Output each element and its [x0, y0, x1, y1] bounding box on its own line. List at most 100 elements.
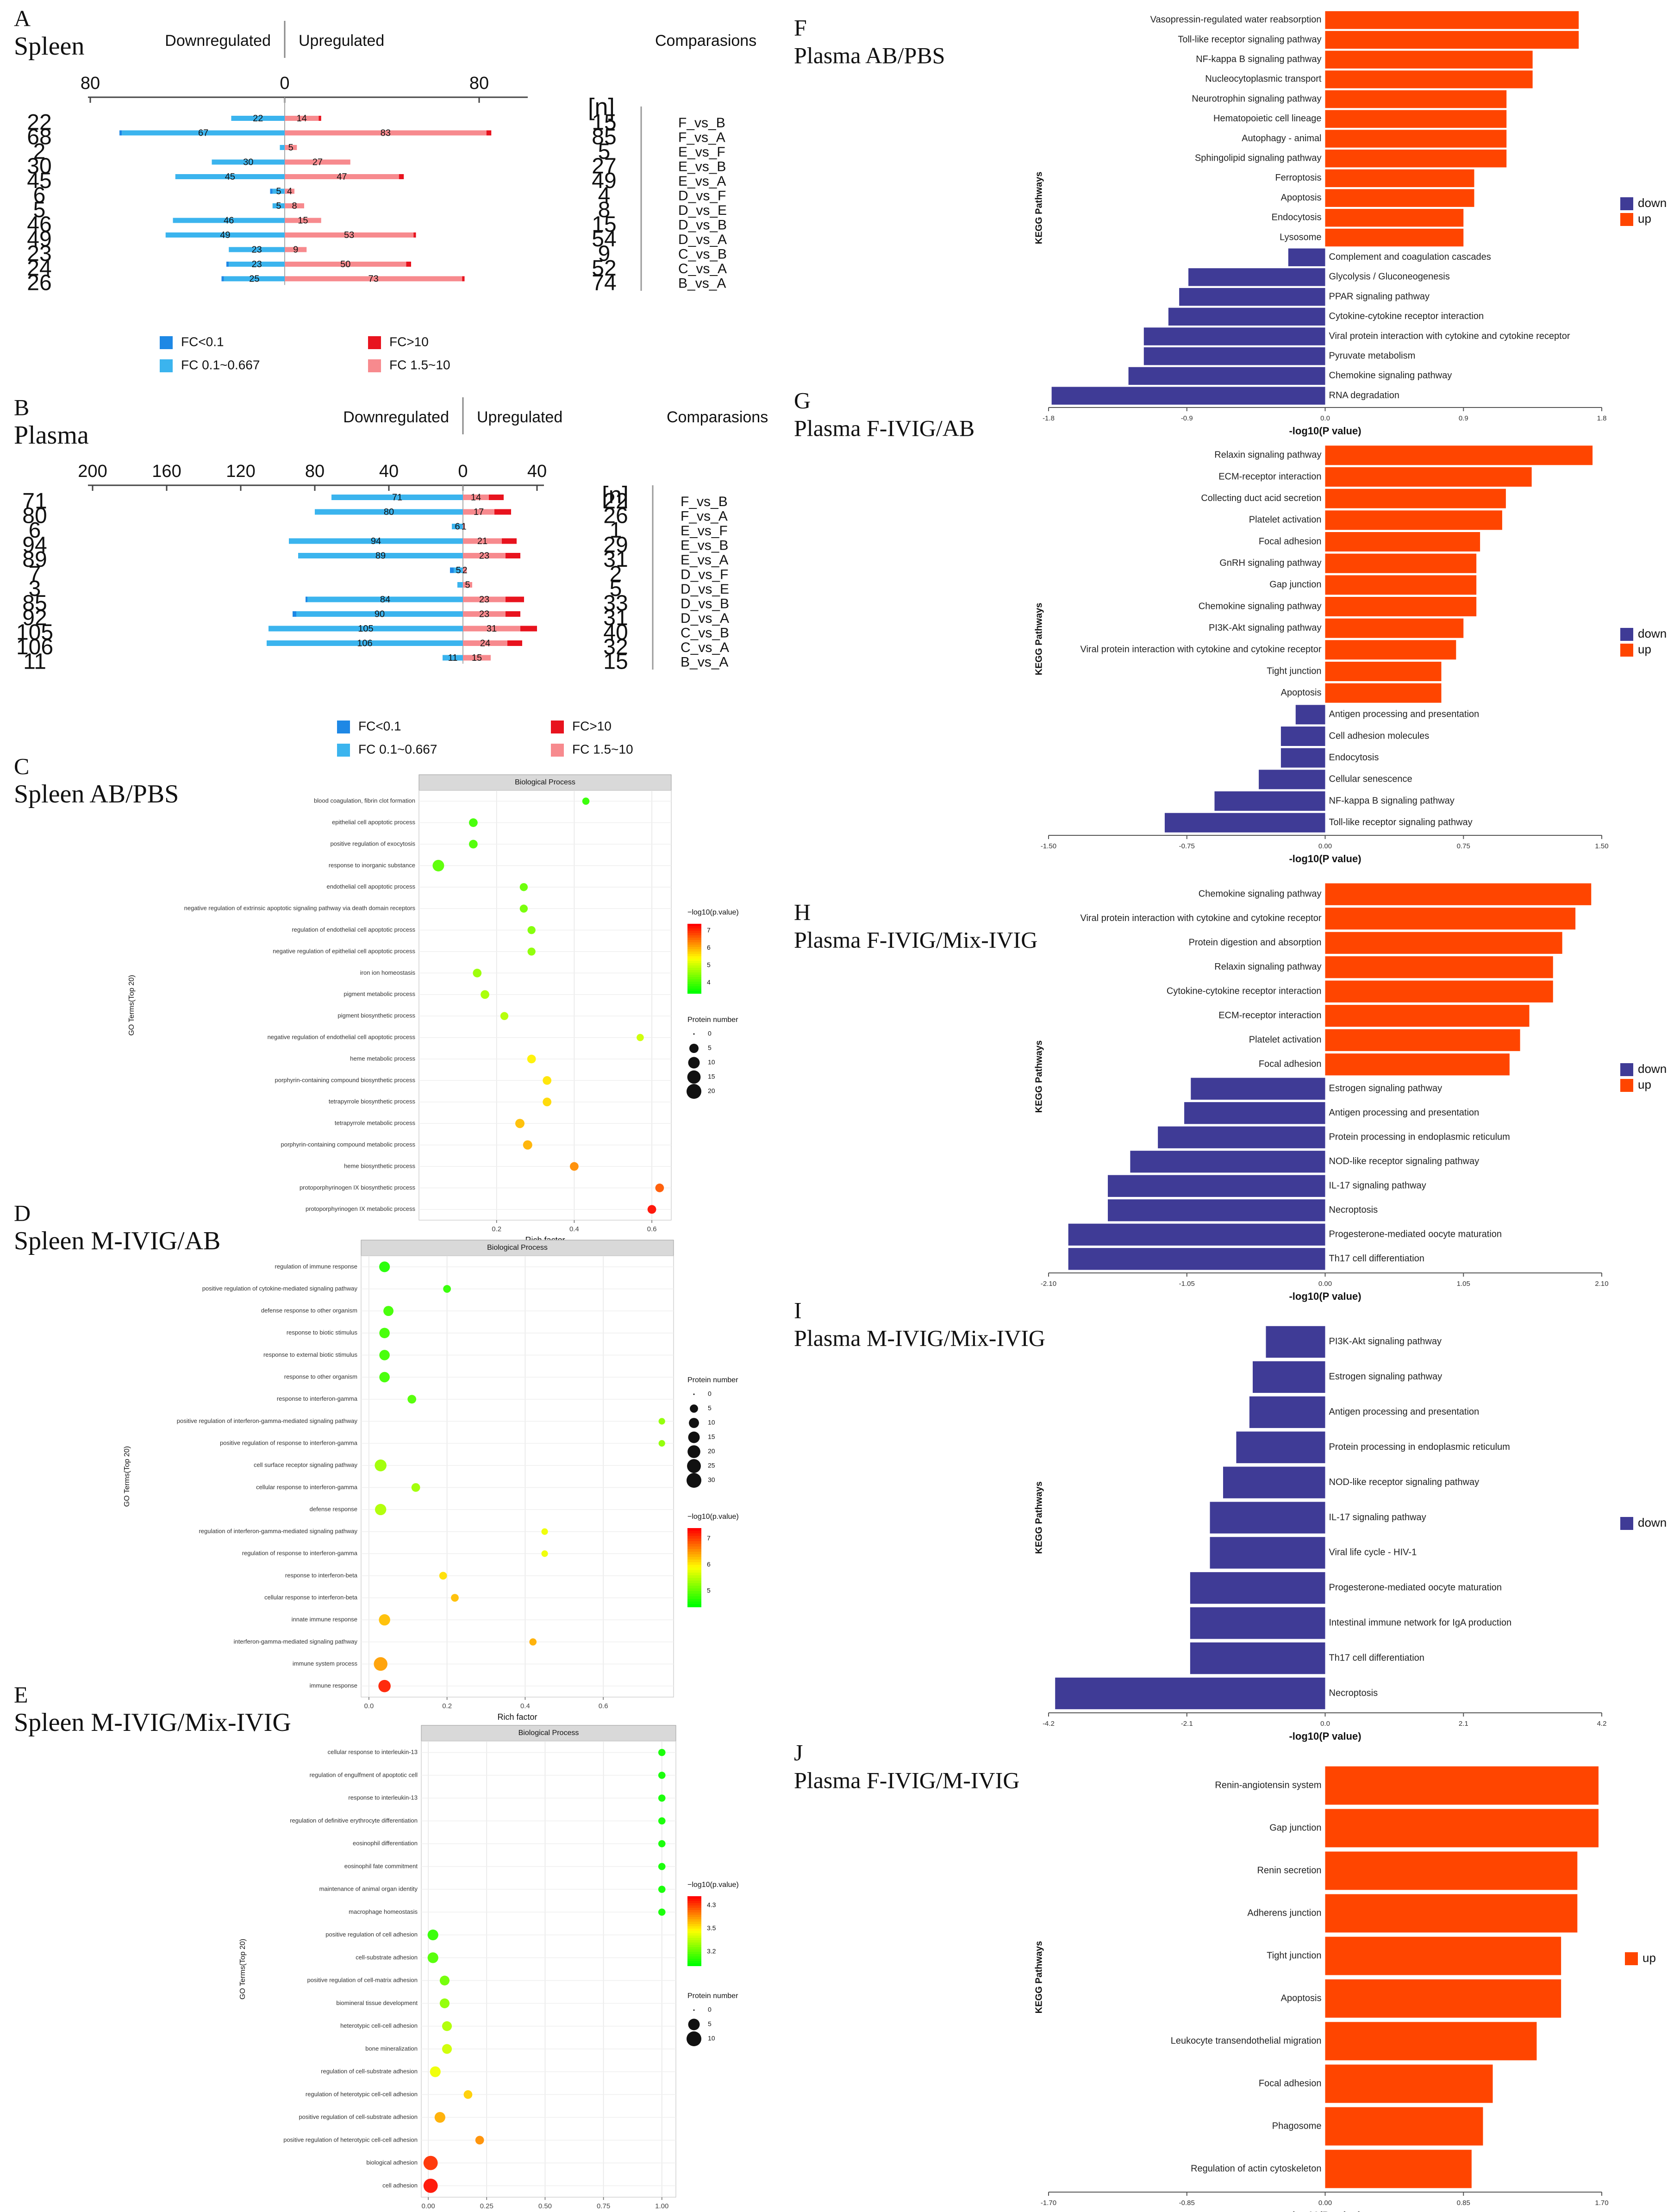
- pathway-label: Focal adhesion: [1259, 536, 1322, 546]
- size-legend-label: 20: [708, 1087, 715, 1095]
- go-term-label: positive regulation of exocytosis: [330, 840, 415, 847]
- left-count: 5: [33, 198, 46, 222]
- up-bar-fc-gt-10: [502, 538, 517, 544]
- term-bubble: [658, 1886, 666, 1893]
- up-bar-fc-1.5-10: [463, 538, 502, 544]
- up-pathway-bar: [1325, 640, 1456, 660]
- term-bubble: [658, 1863, 666, 1870]
- left-count: 80: [22, 503, 47, 528]
- legend-swatch: [368, 359, 381, 372]
- up-bar-label: 23: [479, 609, 489, 619]
- size-legend-dot: [688, 2018, 700, 2030]
- pathway-label: Autophagy - animal: [1242, 133, 1321, 144]
- up-bar-label: 15: [472, 653, 482, 663]
- up-bar-fc-gt-10: [520, 626, 537, 632]
- panel-letter: A: [14, 5, 31, 31]
- legend-label: FC>10: [572, 719, 612, 733]
- term-bubble: [439, 1572, 447, 1580]
- colorbar-step: [687, 1593, 701, 1597]
- colorbar-step: [687, 1945, 701, 1948]
- pathway-label: NOD-like receptor signaling pathway: [1329, 1156, 1480, 1166]
- up-pathway-bar: [1325, 1936, 1561, 1975]
- pathway-label: GnRH signaling pathway: [1219, 558, 1321, 568]
- comparison-label: D_vs_E: [681, 582, 729, 597]
- up-bar-fc-gt-10: [489, 495, 504, 500]
- down-pathway-bar: [1108, 1199, 1325, 1222]
- go-term-label: positive regulation of response to inter…: [220, 1439, 358, 1446]
- down-bar-label: 11: [448, 653, 458, 663]
- legend-label: FC>10: [389, 334, 429, 349]
- colorbar-step: [687, 979, 701, 982]
- go-term-label: negative regulation of epithelial cell a…: [273, 947, 415, 954]
- colorbar-step: [687, 1544, 701, 1547]
- right-count: 74: [592, 270, 616, 295]
- colorbar-step: [687, 1936, 701, 1938]
- down-pathway-bar: [1266, 1326, 1325, 1358]
- term-bubble: [427, 1930, 438, 1941]
- colorbar-step: [687, 986, 701, 989]
- plot-area: [361, 1255, 674, 1698]
- left-count: 45: [27, 169, 51, 193]
- legend-swatch: [551, 744, 564, 757]
- down-bar-label: 22: [253, 113, 263, 124]
- up-pathway-bar: [1325, 2064, 1493, 2103]
- up-pathway-bar: [1325, 209, 1464, 227]
- down-pathway-bar: [1143, 347, 1325, 365]
- up-bar-fc-1.5-10: [285, 262, 406, 267]
- comparison-label: F_vs_A: [678, 130, 725, 145]
- go-term-label: pigment biosynthetic process: [337, 1012, 415, 1019]
- left-count: 11: [23, 649, 46, 674]
- pathway-label: Protein digestion and absorption: [1189, 938, 1322, 948]
- pathway-label: Intestinal immune network for IgA produc…: [1329, 1618, 1512, 1628]
- go-term-label: regulation of engulfment of apoptotic ce…: [310, 1771, 418, 1778]
- colorbar-tick-label: 6: [707, 1560, 711, 1568]
- panel-title: Plasma AB/PBS: [794, 42, 945, 68]
- legend-swatch: [337, 744, 350, 757]
- up-bar-label: 23: [479, 551, 489, 561]
- comparison-label: D_vs_F: [681, 567, 728, 583]
- colorbar-tick-label: 5: [707, 961, 711, 969]
- colorbar-step: [687, 1601, 701, 1605]
- pathway-label: Endocytosis: [1272, 213, 1322, 223]
- legend-label: FC 0.1~0.667: [358, 742, 437, 756]
- axis-tick-label: 80: [305, 462, 325, 481]
- go-term-label: defense response: [310, 1505, 357, 1512]
- up-bar-fc-1.5-10: [463, 626, 520, 632]
- y-axis-title: GO Terms(Top 20): [123, 1446, 131, 1507]
- x-tick-label: -1.05: [1179, 1280, 1195, 1288]
- down-bar-label: 46: [224, 215, 234, 226]
- x-tick-label: 0.00: [422, 2202, 435, 2210]
- down-bar-fc-0.1-0.667: [315, 509, 463, 515]
- colorbar-step: [687, 1919, 701, 1922]
- down-pathway-bar: [1295, 705, 1325, 725]
- pathway-label: Progesterone-mediated oocyte maturation: [1329, 1229, 1502, 1240]
- size-legend-label: 5: [708, 1044, 712, 1052]
- pathway-label: Complement and coagulation cascades: [1329, 252, 1491, 262]
- legend: FC<0.1 FC 0.1~0.667 FC>10 FC 1.5~10: [337, 719, 633, 757]
- pathway-label: Chemokine signaling pathway: [1199, 889, 1322, 899]
- up-bar-label: 27: [312, 157, 323, 167]
- right-count: 31: [603, 606, 628, 630]
- colorbar-tick-label: 6: [707, 944, 711, 951]
- go-term-label: regulation of interferon-gamma-mediated …: [199, 1528, 357, 1535]
- panel-E: Biological Process0.000.250.500.751.00Ri…: [239, 1725, 739, 2210]
- up-pathway-bar: [1325, 932, 1562, 954]
- pathway-label: Renin-angiotensin system: [1215, 1780, 1321, 1790]
- term-bubble: [411, 1483, 420, 1492]
- comparison-label: D_vs_B: [678, 218, 727, 233]
- go-term-label: regulation of heterotypic cell-cell adhe…: [306, 2091, 418, 2098]
- term-bubble: [519, 904, 528, 913]
- legend-label: up: [1638, 1078, 1651, 1091]
- pathway-label: Tight junction: [1267, 666, 1321, 676]
- down-bar-fc-0.1-0.667: [269, 626, 463, 632]
- term-bubble: [407, 1395, 417, 1404]
- x-axis-title: Rich factor: [497, 1712, 537, 1722]
- down-bar-label: 105: [358, 624, 373, 634]
- colorbar-tick-label: 4: [707, 978, 711, 986]
- x-tick-label: 1.05: [1457, 1280, 1470, 1288]
- legend-swatch: [1620, 644, 1633, 657]
- left-count: 49: [27, 227, 51, 251]
- colorbar-tick-label: 3.5: [707, 1924, 716, 1932]
